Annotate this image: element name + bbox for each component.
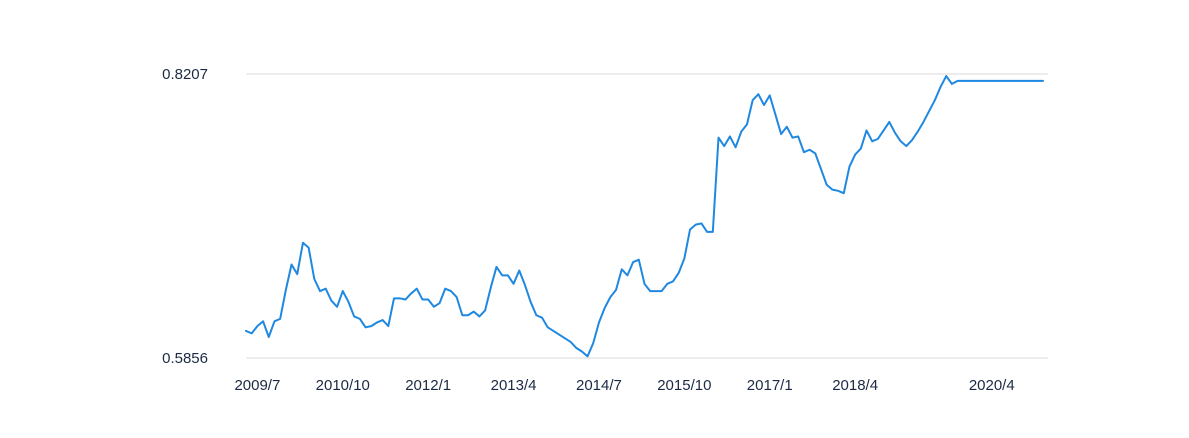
x-tick-label: 2018/4 <box>832 377 878 394</box>
y-axis-tick-labels: 0.5856 0.8207 <box>162 66 208 367</box>
x-tick-label: 2014/7 <box>576 377 622 394</box>
x-tick-label: 2012/1 <box>405 377 451 394</box>
grid-layer <box>246 73 1048 359</box>
y-tick-label: 0.8207 <box>162 66 208 83</box>
series-line-0 <box>245 75 1044 358</box>
x-tick-label: 2020/4 <box>969 377 1015 394</box>
x-tick-label: 2015/10 <box>657 377 711 394</box>
x-tick-label: 2010/10 <box>316 377 370 394</box>
x-tick-label: 2017/1 <box>747 377 793 394</box>
x-tick-label: 2013/4 <box>491 377 537 394</box>
x-tick-label: 2009/7 <box>234 377 280 394</box>
x-axis-tick-labels: 2009/7 2010/10 2012/1 2013/4 2014/7 2015/10 20… <box>234 377 1014 394</box>
series-layer <box>245 75 1044 358</box>
y-tick-label: 0.5856 <box>162 350 208 367</box>
